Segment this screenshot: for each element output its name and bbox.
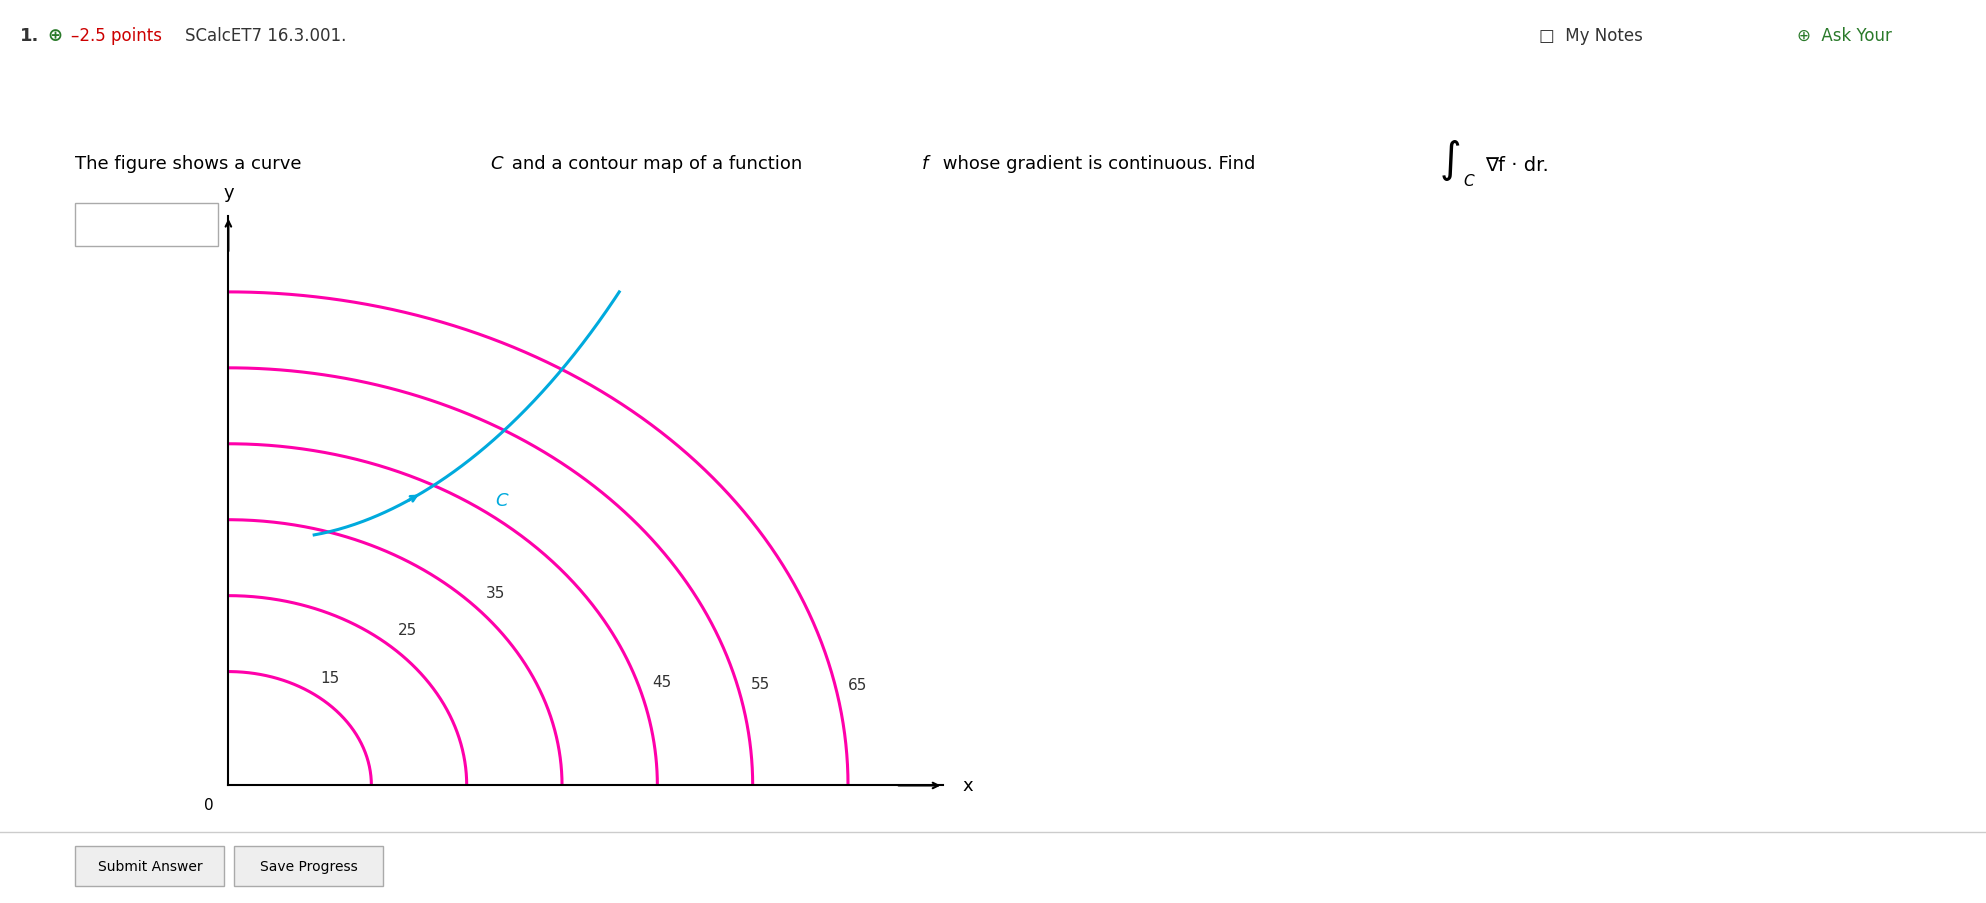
Text: C: C [491,155,502,173]
Text: 65: 65 [848,677,868,693]
Text: 55: 55 [751,676,771,692]
Text: x: x [963,777,973,795]
Text: 1.: 1. [20,27,40,45]
Text: C: C [1464,173,1474,189]
Bar [234,846,383,887]
Text: f: f [922,155,927,173]
Text: The figure shows a curve: The figure shows a curve [75,155,308,173]
Text: 25: 25 [397,622,417,638]
Text: 0: 0 [205,797,214,812]
Text: ∫: ∫ [1440,139,1462,181]
Bar [75,203,218,247]
Text: 35: 35 [487,585,504,600]
Text: ⊕: ⊕ [48,27,64,45]
Text: □  My Notes: □ My Notes [1539,27,1642,45]
Text: and a contour map of a function: and a contour map of a function [506,155,808,173]
Text: y: y [222,183,234,201]
Text: SCalcET7 16.3.001.: SCalcET7 16.3.001. [185,27,346,45]
Text: Save Progress: Save Progress [260,860,357,873]
Text: Submit Answer: Submit Answer [97,860,203,873]
Text: –2.5 points: –2.5 points [71,27,163,45]
Text: C: C [495,491,508,509]
Bar [75,846,224,887]
Text: 15: 15 [320,670,340,684]
Text: ⊕  Ask Your: ⊕ Ask Your [1797,27,1893,45]
Text: whose gradient is continuous. Find: whose gradient is continuous. Find [937,155,1255,173]
Text: ∇f · dr.: ∇f · dr. [1486,155,1549,174]
Text: 45: 45 [651,675,671,690]
